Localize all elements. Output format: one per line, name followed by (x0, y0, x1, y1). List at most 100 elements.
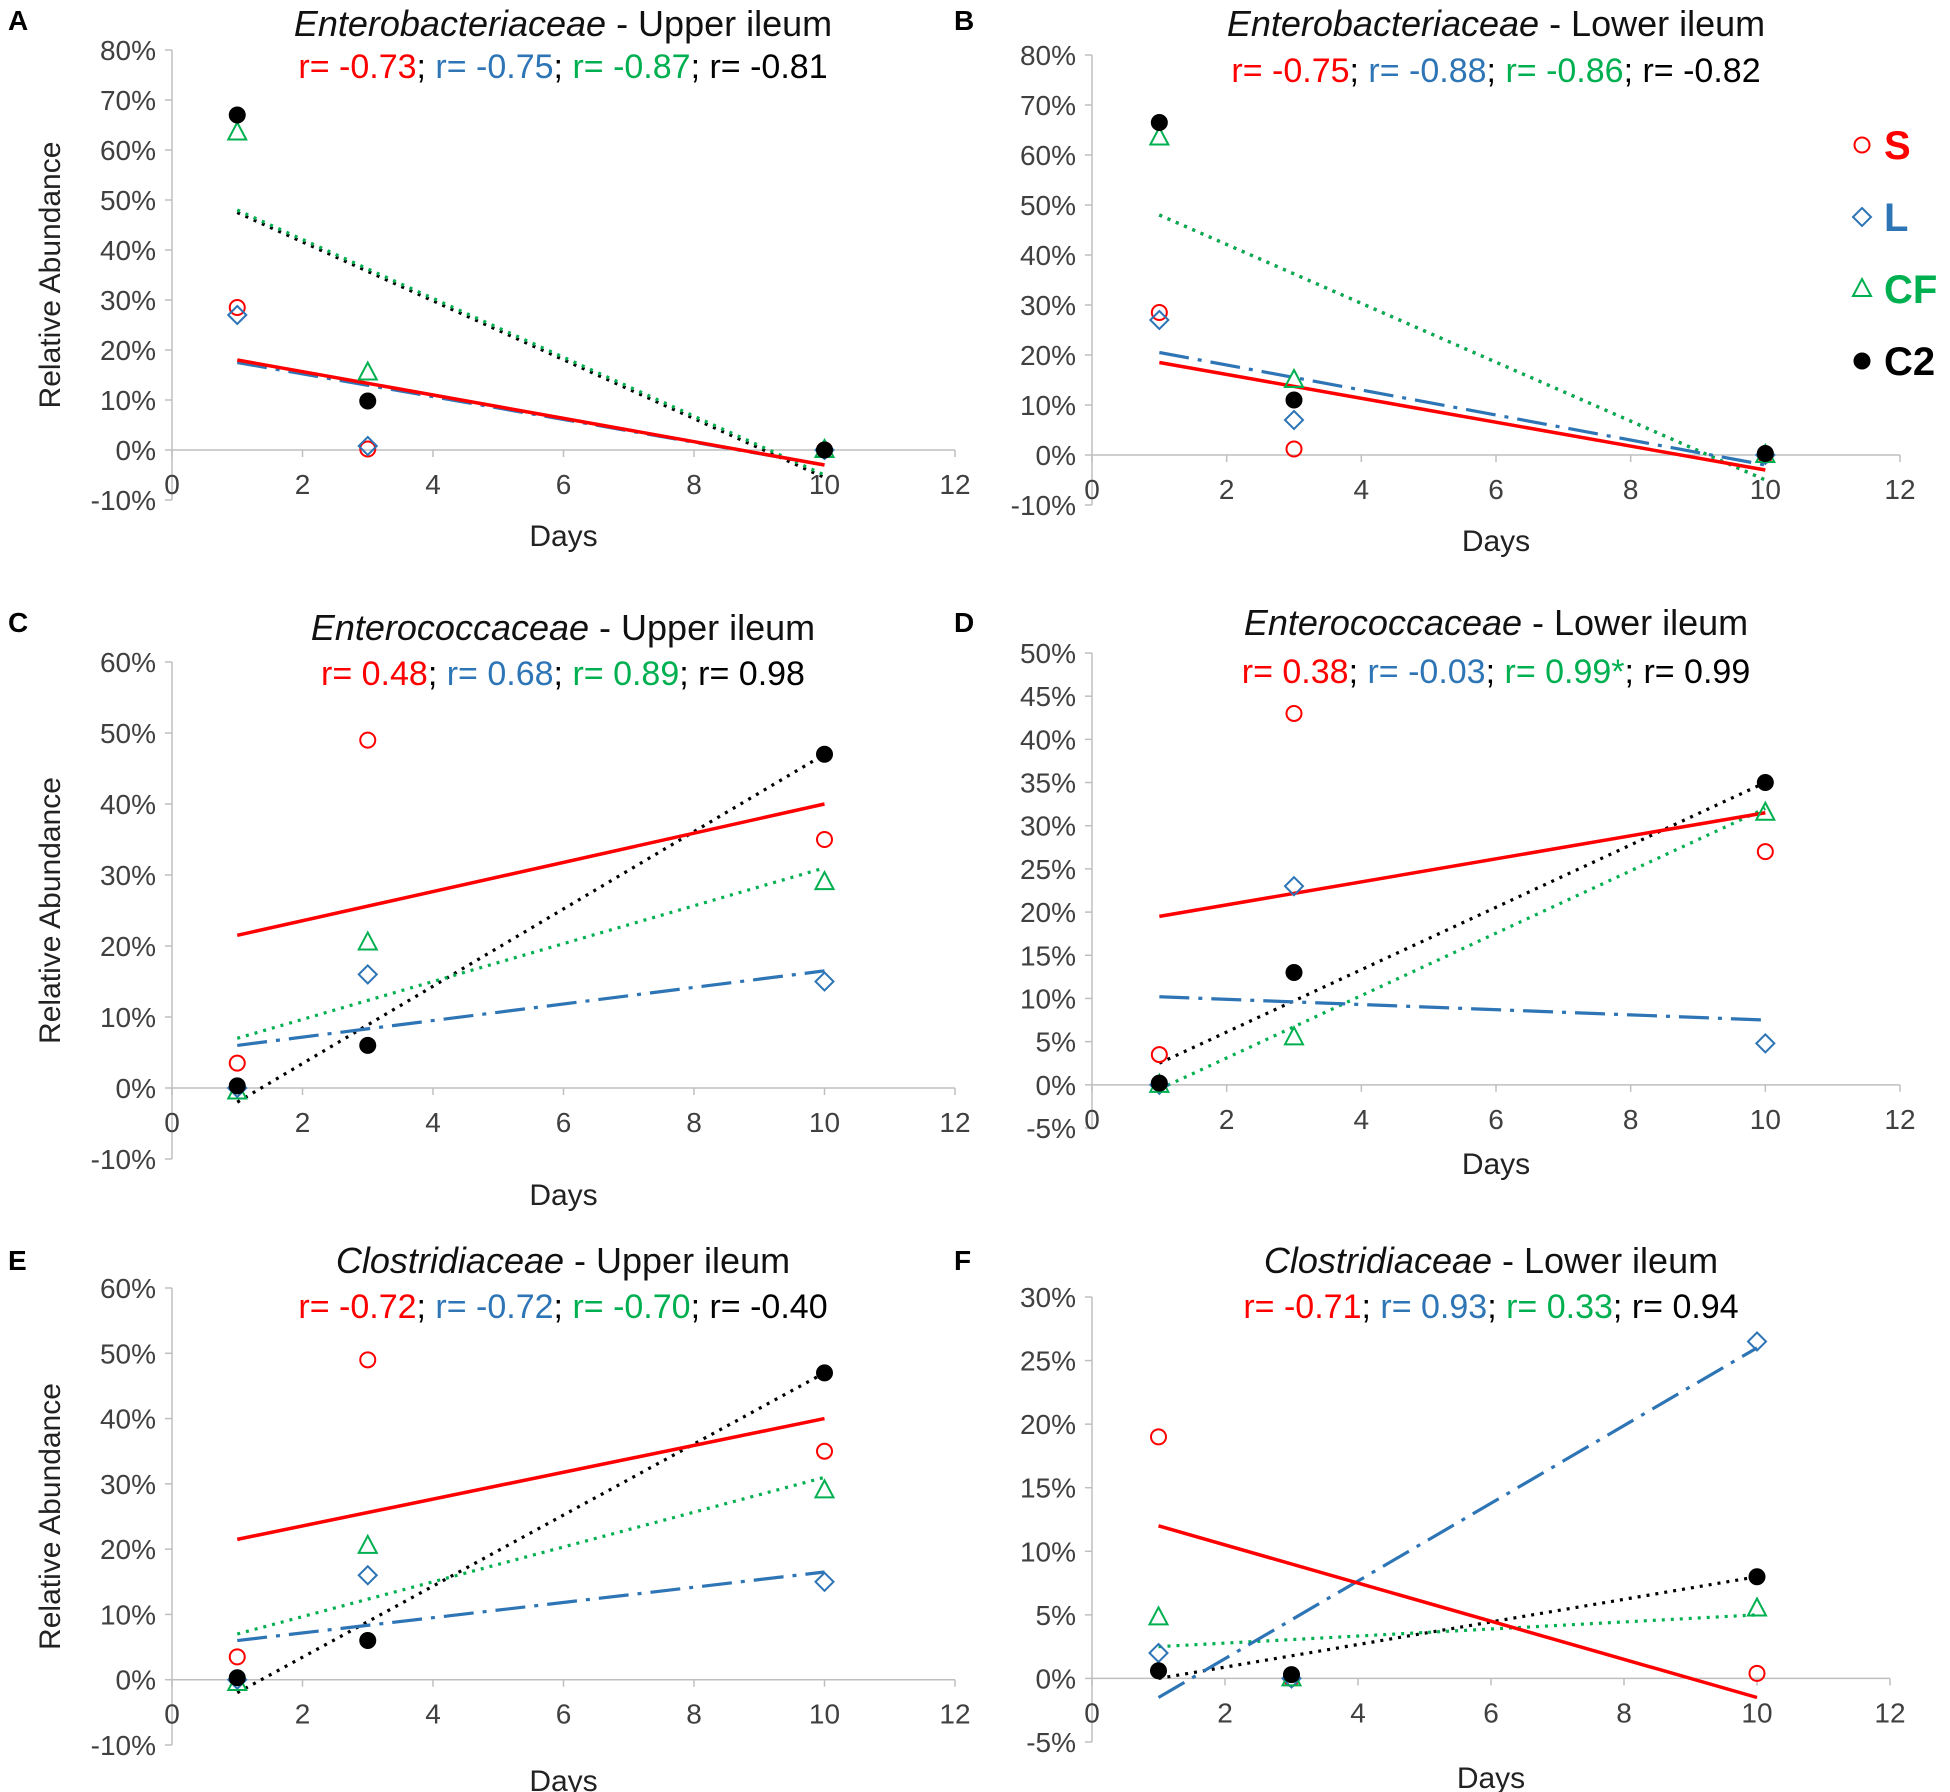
y-tick-label: -5% (1026, 1113, 1076, 1144)
trendline-cf (1158, 807, 1767, 1091)
correlation-values: r= -0.72; r= -0.72; r= -0.70; r= -0.40 (298, 1288, 827, 1326)
correlation-cf: r= -0.86 (1505, 52, 1623, 90)
y-tick-label: 20% (100, 335, 156, 366)
y-axis-label: Relative Abundance (34, 1383, 67, 1650)
y-tick-label: 10% (100, 385, 156, 416)
correlation-s: r= -0.72 (298, 1288, 416, 1326)
x-tick-label: 12 (1884, 474, 1915, 505)
correlation-cf: r= 0.33 (1506, 1288, 1613, 1326)
panel-letter: A (8, 5, 28, 36)
x-tick-label: 4 (425, 1699, 441, 1730)
trendline-s (236, 1416, 825, 1542)
correlation-values: r= -0.71; r= 0.93; r= 0.33; r= 0.94 (1243, 1288, 1738, 1326)
x-tick-label: 2 (295, 1107, 311, 1138)
x-tick-label: 6 (1488, 1104, 1504, 1135)
separator: ; (1487, 1288, 1506, 1326)
panel-letter: E (8, 1245, 27, 1276)
y-tick-label: 60% (100, 647, 156, 678)
x-axis-label: Days (1457, 1762, 1525, 1792)
x-tick-label: 6 (1483, 1697, 1499, 1728)
separator: ; (679, 655, 698, 693)
data-point-l (357, 435, 379, 457)
data-point-c2 (359, 392, 377, 410)
x-tick-label: 12 (939, 469, 970, 500)
y-tick-label: 0% (1036, 1070, 1076, 1101)
x-tick-label: 2 (1217, 1697, 1233, 1728)
correlation-cf: r= 0.99* (1505, 653, 1625, 691)
panel-title: Enterococcaceae - Lower ileum (1244, 602, 1748, 643)
data-point-c2 (1748, 1568, 1766, 1586)
title-family: Enterococcaceae (311, 607, 589, 648)
legend-marker-c2 (1853, 352, 1871, 370)
x-tick-label: 0 (1084, 1697, 1100, 1728)
data-point-s (1150, 304, 1168, 321)
trendline-s (236, 802, 825, 938)
y-tick-label: 60% (100, 135, 156, 166)
x-tick-label: 6 (556, 469, 572, 500)
data-point-cf (1148, 125, 1170, 146)
data-point-c2 (228, 1077, 246, 1095)
x-tick-label: 8 (686, 1699, 702, 1730)
correlation-cf: r= 0.89 (572, 655, 679, 693)
x-tick-label: 12 (939, 1107, 970, 1138)
legend: SL CF C2 (1851, 124, 1937, 384)
x-tick-label: 4 (1354, 1104, 1370, 1135)
trendline-l (237, 969, 825, 1047)
data-point-s (1150, 1046, 1168, 1064)
data-point-cf (813, 1478, 836, 1499)
data-point-l (1148, 309, 1170, 331)
correlation-c2: r= 0.99 (1643, 653, 1750, 691)
x-tick-label: 0 (1084, 474, 1100, 505)
y-tick-label: 0% (116, 1665, 156, 1696)
y-tick-label: 70% (1020, 90, 1076, 121)
data-point-s (1150, 1428, 1167, 1446)
x-tick-label: 0 (164, 1699, 180, 1730)
chart-panel-e: E Clostridiaceae - Upper ileum r= -0.72; r… (8, 1240, 971, 1792)
x-tick-label: 8 (686, 469, 702, 500)
separator: ; (691, 48, 710, 86)
trendline-s (1159, 811, 1766, 919)
correlation-l: r= -0.88 (1368, 52, 1486, 90)
trendline-cf (236, 208, 826, 477)
data-point-c2 (1285, 391, 1303, 409)
data-point-l (1754, 1032, 1776, 1054)
data-point-cf (813, 869, 836, 891)
correlation-l: r= 0.68 (447, 655, 554, 693)
data-point-s (816, 831, 833, 848)
data-point-c2 (359, 1632, 377, 1650)
trendline-cf (236, 866, 825, 1040)
y-tick-label: 80% (100, 35, 156, 66)
trendline-cf (236, 1475, 825, 1636)
y-tick-label: 10% (1020, 390, 1076, 421)
y-tick-label: 40% (100, 789, 156, 820)
y-tick-label: 50% (1020, 638, 1076, 669)
panel-title: Clostridiaceae - Upper ileum (336, 1240, 790, 1281)
x-tick-label: 0 (164, 1107, 180, 1138)
correlation-c2: r= -0.40 (709, 1288, 827, 1326)
y-tick-label: 70% (100, 85, 156, 116)
y-tick-label: 20% (1020, 1409, 1076, 1440)
chart-panel-d: D Enterococcaceae - Lower ileum r= 0.38; r… (954, 602, 1916, 1181)
trendline-cf (1158, 213, 1766, 482)
data-point-s (359, 731, 377, 749)
separator: ; (1487, 52, 1506, 90)
trendline-c2 (1158, 781, 1767, 1065)
x-tick-label: 0 (1084, 1104, 1100, 1135)
x-tick-label: 10 (1750, 474, 1781, 505)
trendline-cf (1158, 1613, 1758, 1649)
data-point-l (226, 304, 248, 326)
y-tick-label: 50% (1020, 190, 1076, 221)
chart-panel-b: B Enterobacteriaceae - Lower ileum r= -0.7… (954, 3, 1916, 558)
x-tick-label: 4 (425, 1107, 441, 1138)
separator: ; (554, 48, 573, 86)
separator: ; (1625, 653, 1644, 691)
chart-panel-a: A Enterobacteriaceae - Upper ileum r= -0.7… (8, 3, 971, 553)
separator: ; (691, 1288, 710, 1326)
correlation-c2: r= 0.98 (698, 655, 805, 693)
legend-marker-cf (1851, 276, 1873, 297)
trendline-c2 (236, 752, 826, 1104)
y-tick-label: 0% (1036, 440, 1076, 471)
x-tick-label: 6 (556, 1699, 572, 1730)
y-tick-label: 20% (100, 1534, 156, 1565)
x-tick-label: 8 (1623, 1104, 1639, 1135)
